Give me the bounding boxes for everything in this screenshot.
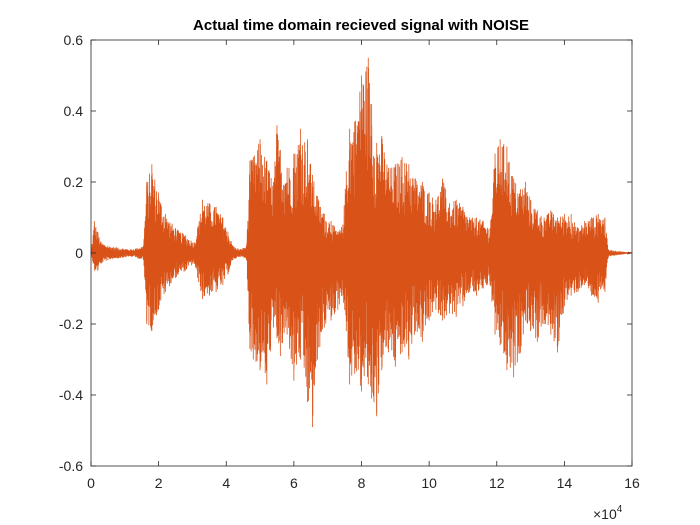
signal-peaks: [93, 57, 609, 427]
axes: 0 2 4 6 8 10 12 14 16 0.6 0.4 0.2 0 -0.2 -0.4 -0.6: [59, 32, 640, 491]
x-tick-label: 12: [489, 475, 505, 491]
x-tick-label: 0: [87, 475, 95, 491]
y-tick-label: -0.6: [59, 458, 83, 474]
plot-area: [90, 57, 633, 427]
x-axis-exponent-base: ×10: [593, 506, 617, 522]
y-tick-label: 0.4: [64, 103, 84, 119]
x-axis-exponent-label: ×104: [593, 504, 623, 522]
x-tick-label: 8: [358, 475, 366, 491]
y-tick-label: 0: [75, 245, 83, 261]
y-tick-label: 0.6: [64, 32, 84, 48]
y-tick-label: -0.4: [59, 387, 83, 403]
y-tick-label: -0.2: [59, 316, 83, 332]
x-tick-label: 10: [421, 475, 437, 491]
x-axis-exponent-power: 4: [617, 504, 623, 515]
x-tick-label: 6: [290, 475, 298, 491]
x-tick-label: 14: [557, 475, 573, 491]
x-tick-label: 4: [222, 475, 230, 491]
x-tick-label: 16: [624, 475, 640, 491]
chart-title: Actual time domain recieved signal with …: [193, 17, 529, 34]
x-tick-label: 2: [155, 475, 163, 491]
y-tick-label: 0.2: [64, 174, 84, 190]
